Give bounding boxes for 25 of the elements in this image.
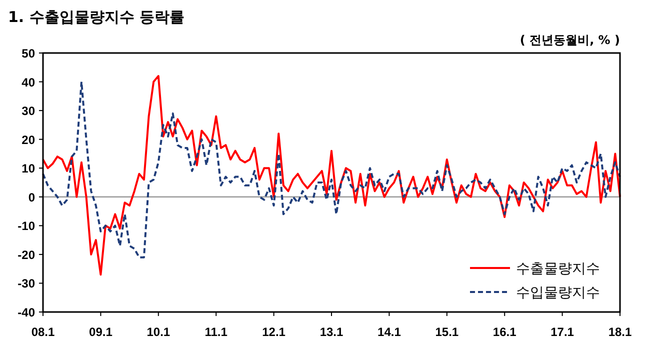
chart-title: 1. 수출입물량지수 등락률 [8,8,185,26]
x-tick-label: 18.1 [608,325,632,339]
x-tick-label: 16.1 [492,325,517,339]
x-tick-label: 09.1 [89,325,113,339]
x-tick-label: 10.1 [146,325,170,339]
x-tick-label: 11.1 [204,325,228,339]
y-tick-label: 40 [22,75,36,90]
y-tick-label: 30 [22,104,36,118]
y-tick-label: -10 [18,219,36,234]
y-tick-label: -20 [18,248,36,262]
y-tick-label: -40 [18,306,36,320]
y-tick-label: 50 [22,46,36,60]
x-tick-label: 17.1 [550,325,574,339]
legend-label: 수출물량지수 [516,261,600,277]
y-tick-label: 10 [22,162,36,176]
x-tick-label: 08.1 [31,325,55,339]
y-tick-label: -30 [18,276,36,291]
y-tick-label: 0 [28,190,36,204]
x-tick-label: 12.1 [262,325,286,339]
x-tick-label: 15.1 [435,325,459,339]
x-tick-label: 13.1 [320,325,344,339]
x-tick-label: 14.1 [378,325,402,339]
y-tick-label: 20 [22,132,36,147]
y-axis-title: ( 전년동월비, % ) [520,33,620,47]
legend-label: 수입물량지수 [516,285,600,301]
